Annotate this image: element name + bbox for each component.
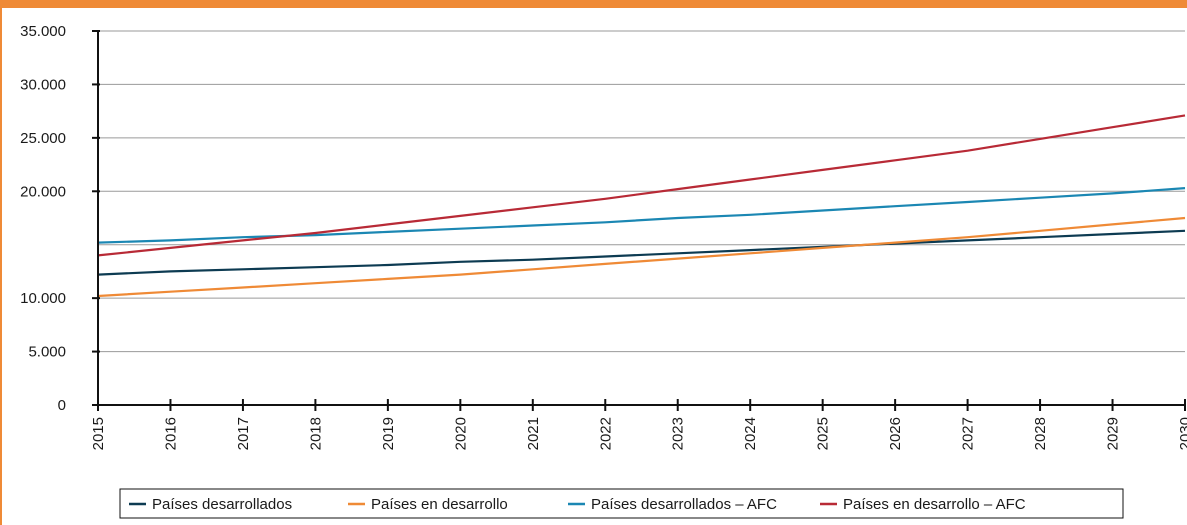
y-tick-label: 20.000 — [20, 183, 66, 200]
y-tick-label: 10.000 — [20, 290, 66, 307]
x-tick-label: 2023 — [670, 417, 687, 450]
x-tick-label: 2030 — [1177, 417, 1187, 450]
series-line-2 — [97, 216, 1186, 298]
gridlines — [98, 30, 1185, 353]
x-tick-label: 2024 — [742, 417, 759, 450]
x-tick-label: 2022 — [597, 417, 614, 450]
series-line-4 — [97, 114, 1186, 257]
legend-label: Países desarrollados – AFC — [591, 496, 777, 513]
x-tick-label: 2021 — [525, 417, 542, 450]
x-tick-label: 2020 — [452, 417, 469, 450]
x-tick-label: 2018 — [307, 417, 324, 450]
series-lines — [97, 114, 1186, 298]
line-chart: 0 5.000 10.000 20.000 25.000 30.000 35.000 2015… — [20, 23, 1187, 519]
y-tick-label: 35.000 — [20, 23, 66, 40]
legend-label: Países en desarrollo — [371, 496, 508, 513]
y-tick-label: 30.000 — [20, 76, 66, 93]
x-tick-label: 2019 — [380, 417, 397, 450]
x-tick-label: 2016 — [162, 417, 179, 450]
legend: Países desarrollados Países en desarrollo… — [119, 488, 1124, 519]
series-line-3 — [97, 187, 1186, 244]
legend-box — [119, 488, 1124, 519]
x-tick-label: 2015 — [90, 417, 107, 450]
x-tick-label: 2027 — [960, 417, 977, 450]
series-line-1 — [97, 229, 1186, 276]
x-tick-label: 2026 — [887, 417, 904, 450]
legend-label: Países desarrollados — [152, 496, 292, 513]
legend-label: Países en desarrollo – AFC — [843, 496, 1026, 513]
x-tick-label: 2025 — [815, 417, 832, 450]
y-tick-label: 5.000 — [28, 344, 66, 361]
axes: 0 5.000 10.000 20.000 25.000 30.000 35.000 2015… — [20, 23, 1187, 450]
x-tick-label: 2029 — [1105, 417, 1122, 450]
x-tick-label: 2017 — [235, 417, 252, 450]
y-tick-label: 25.000 — [20, 130, 66, 147]
x-tick-label: 2028 — [1032, 417, 1049, 450]
y-tick-label: 0 — [58, 397, 66, 414]
